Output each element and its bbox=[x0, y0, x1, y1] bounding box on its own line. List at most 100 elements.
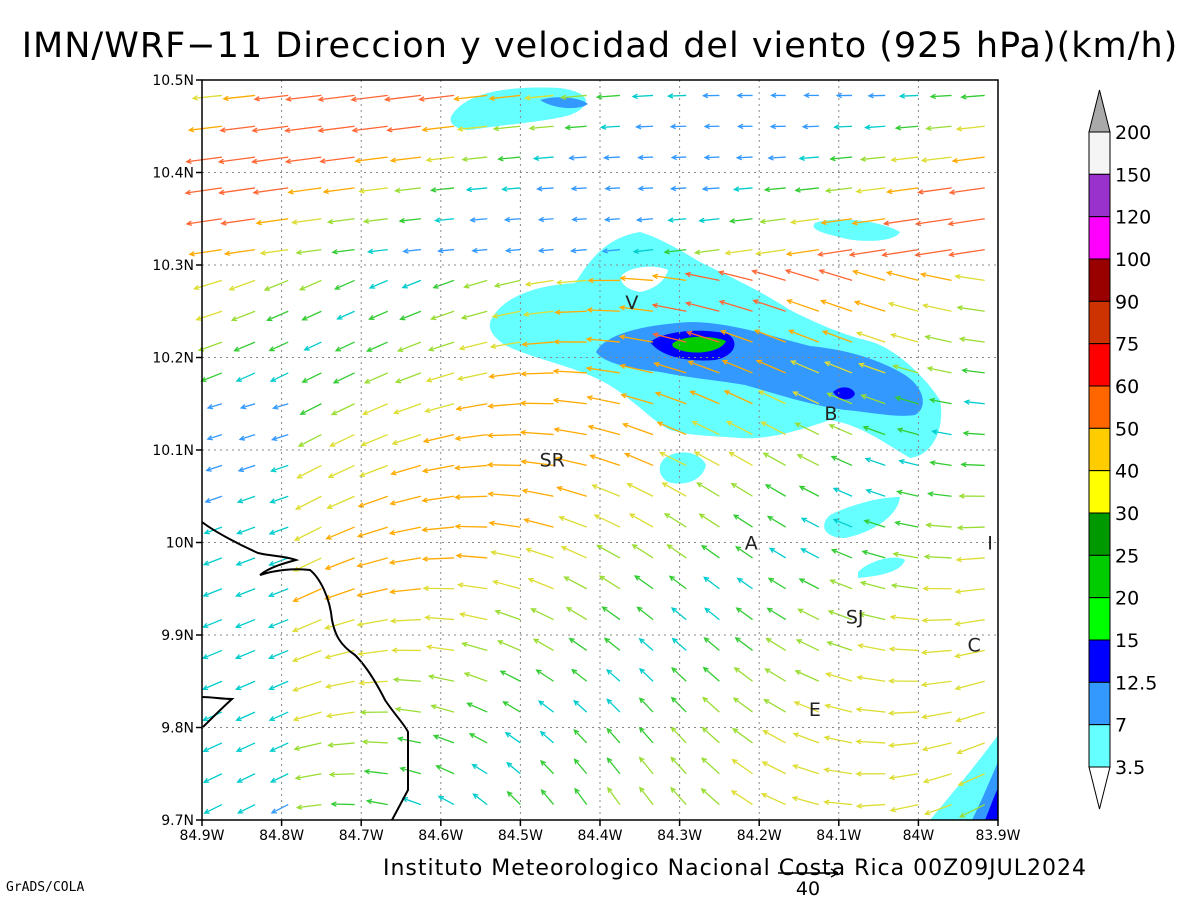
wind-arrow bbox=[961, 94, 985, 98]
wind-arrow bbox=[455, 525, 488, 528]
wind-arrow-head bbox=[296, 473, 303, 479]
wind-arrow bbox=[769, 547, 787, 559]
wind-arrow-head bbox=[359, 709, 367, 716]
wind-arrow bbox=[761, 421, 787, 436]
city-label: A bbox=[745, 533, 758, 555]
wind-arrow-head bbox=[723, 390, 730, 396]
wind-arrow bbox=[569, 156, 587, 159]
wind-arrow-head bbox=[892, 551, 899, 558]
wind-arrow bbox=[653, 275, 687, 282]
wind-arrow bbox=[489, 522, 521, 528]
wind-arrow-head bbox=[236, 777, 243, 783]
wind-arrow bbox=[859, 363, 886, 374]
wind-arrow-head bbox=[363, 378, 371, 384]
wind-arrow bbox=[857, 676, 886, 682]
wind-arrow bbox=[601, 125, 620, 128]
wind-arrow-head bbox=[432, 283, 439, 289]
wind-arrow bbox=[456, 403, 488, 410]
wind-arrow-head bbox=[184, 189, 191, 196]
wind-arrow bbox=[732, 728, 753, 744]
shade-12.5-b bbox=[833, 387, 855, 400]
wind-arrow-head bbox=[324, 564, 331, 570]
wind-arrow bbox=[737, 577, 753, 590]
wind-arrow bbox=[271, 464, 289, 472]
wind-arrow-head bbox=[602, 154, 610, 161]
wind-arrow-head bbox=[827, 609, 835, 616]
wind-speed-shading bbox=[450, 87, 998, 820]
wind-arrow bbox=[597, 94, 620, 98]
wind-arrow-head bbox=[569, 247, 577, 254]
x-tick-label: 84.1W bbox=[816, 828, 861, 844]
wind-arrow-head bbox=[284, 127, 291, 134]
wind-arrow bbox=[607, 787, 621, 805]
wind-arrow-head bbox=[631, 544, 638, 550]
wind-arrow-head bbox=[607, 786, 613, 794]
wind-arrow bbox=[722, 360, 753, 374]
wind-arrow bbox=[254, 94, 289, 100]
footer-credit: Instituto Meteorologico Nacional Costa R… bbox=[383, 856, 1088, 881]
wind-arrow bbox=[221, 218, 256, 225]
wind-arrow bbox=[488, 493, 521, 497]
wind-arrow bbox=[731, 483, 753, 497]
wind-arrow-head bbox=[948, 189, 956, 195]
wind-arrow bbox=[634, 575, 654, 590]
wind-arrow bbox=[269, 341, 289, 352]
wind-arrow bbox=[719, 300, 753, 312]
wind-arrow bbox=[489, 94, 521, 100]
wind-arrow-head bbox=[556, 486, 563, 492]
wind-arrow-head bbox=[223, 250, 231, 257]
wind-arrow bbox=[269, 680, 289, 690]
wind-arrow-head bbox=[192, 284, 200, 291]
wind-arrow-head bbox=[430, 704, 437, 710]
wind-arrow-head bbox=[469, 217, 476, 223]
wind-arrow bbox=[604, 156, 620, 159]
wind-arrow-head bbox=[920, 681, 928, 688]
colorbar-box bbox=[1088, 724, 1111, 768]
wind-arrow-head bbox=[718, 299, 725, 306]
wind-arrow-head bbox=[236, 808, 244, 814]
wind-arrow bbox=[458, 583, 488, 590]
wind-arrow bbox=[952, 156, 985, 162]
wind-arrow bbox=[363, 403, 388, 415]
wind-arrow bbox=[207, 403, 223, 409]
wind-arrow bbox=[718, 271, 753, 282]
map-title: IMN/WRF−11 Direccion y velocidad del vie… bbox=[21, 26, 1179, 66]
wind-arrow bbox=[459, 341, 488, 350]
wind-arrow-head bbox=[552, 368, 559, 374]
wind-arrow bbox=[359, 680, 388, 684]
x-tick-label: 84.6W bbox=[418, 828, 463, 844]
wind-arrow bbox=[455, 495, 488, 498]
wind-arrow-head bbox=[797, 608, 804, 614]
wind-arrow-head bbox=[795, 639, 803, 645]
wind-arrow-head bbox=[830, 455, 837, 461]
wind-arrow bbox=[833, 518, 853, 528]
wind-arrow-head bbox=[463, 672, 471, 678]
wind-arrow-head bbox=[887, 301, 895, 308]
wind-arrow bbox=[925, 555, 952, 559]
wind-arrow-head bbox=[492, 125, 500, 132]
wind-arrow-head bbox=[555, 279, 563, 286]
wind-arrow-head bbox=[202, 777, 210, 783]
wind-arrow-head bbox=[202, 591, 209, 597]
wind-arrow-head bbox=[794, 187, 801, 193]
wind-arrow-head bbox=[703, 637, 710, 643]
wind-arrow-head bbox=[266, 316, 273, 322]
wind-arrow bbox=[852, 218, 886, 225]
wind-arrow bbox=[627, 483, 654, 497]
wind-arrow-head bbox=[351, 127, 358, 133]
wind-arrow-head bbox=[358, 188, 365, 194]
wind-arrow-head bbox=[383, 96, 391, 102]
wind-arrow bbox=[653, 333, 687, 343]
wind-arrow-head bbox=[604, 185, 611, 192]
wind-arrow bbox=[826, 672, 853, 682]
wind-arrow bbox=[818, 248, 853, 256]
wind-arrow-head bbox=[887, 710, 895, 716]
wind-arrow-head bbox=[330, 410, 338, 416]
wind-vectors bbox=[184, 92, 986, 818]
wind-arrow-head bbox=[455, 553, 462, 559]
wind-arrow-head bbox=[235, 716, 242, 722]
wind-arrow bbox=[561, 546, 587, 559]
wind-arrow-head bbox=[829, 579, 836, 585]
y-tick-label: 10.3N bbox=[152, 258, 194, 274]
wind-arrow-head bbox=[666, 544, 673, 550]
